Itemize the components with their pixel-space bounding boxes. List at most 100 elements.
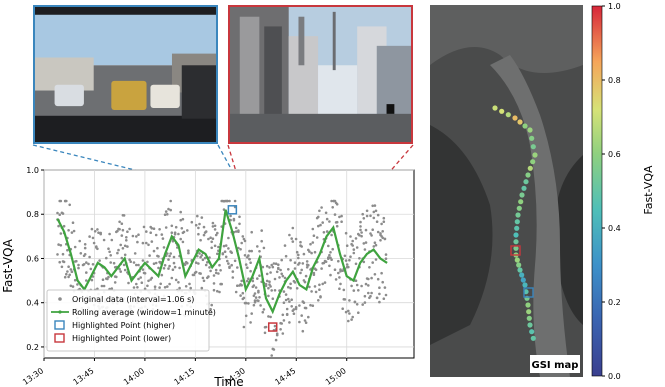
data-point: [236, 284, 239, 288]
data-point: [123, 253, 127, 257]
track-point: [530, 144, 536, 150]
data-point: [341, 307, 345, 311]
data-point: [238, 215, 241, 219]
data-point: [359, 220, 362, 224]
data-point: [220, 282, 223, 286]
data-point: [116, 229, 119, 233]
data-point: [62, 224, 66, 228]
data-point: [157, 255, 160, 258]
data-point: [129, 260, 132, 264]
data-point: [287, 268, 290, 271]
data-point: [325, 217, 329, 221]
data-point: [92, 241, 96, 245]
data-point: [209, 236, 212, 239]
data-point: [318, 209, 321, 213]
data-point: [250, 230, 253, 234]
data-point: [350, 318, 353, 321]
data-point: [283, 276, 287, 280]
data-point: [83, 243, 87, 246]
data-point: [203, 256, 207, 260]
data-point: [384, 293, 388, 297]
data-point: [252, 284, 256, 287]
data-point: [61, 252, 65, 256]
data-point: [308, 285, 311, 289]
data-point: [274, 338, 278, 342]
data-point: [166, 285, 169, 288]
data-point: [162, 246, 166, 249]
data-point: [293, 261, 297, 265]
data-point: [190, 220, 194, 224]
data-point: [249, 269, 252, 273]
track-point: [527, 322, 533, 328]
data-point: [361, 303, 365, 306]
data-point: [163, 264, 167, 267]
data-point: [118, 220, 121, 224]
data-point: [278, 276, 281, 279]
data-point: [301, 262, 305, 265]
data-point: [358, 234, 361, 237]
data-point: [381, 236, 385, 240]
data-point: [248, 257, 251, 261]
data-point: [197, 232, 200, 236]
data-point: [173, 265, 177, 269]
data-point: [177, 281, 180, 284]
data-point: [319, 223, 322, 227]
track-point: [523, 179, 529, 185]
data-point: [178, 286, 181, 290]
data-point: [382, 220, 386, 223]
data-point: [341, 269, 345, 273]
data-point: [246, 279, 249, 283]
data-point: [293, 267, 297, 270]
data-point: [85, 261, 88, 264]
data-point: [102, 238, 106, 242]
data-point: [264, 325, 268, 329]
data-point: [269, 315, 272, 319]
data-point: [200, 254, 204, 257]
data-point: [364, 241, 368, 244]
data-point: [209, 307, 212, 311]
data-point: [102, 284, 106, 288]
data-point: [238, 222, 241, 226]
data-point: [184, 285, 188, 288]
data-point: [73, 278, 77, 282]
y-tick-label: 0.2: [26, 343, 39, 352]
data-point: [359, 225, 362, 228]
data-point: [327, 256, 330, 259]
data-point: [275, 270, 279, 274]
data-point: [284, 254, 288, 258]
map-highlight-higher: [523, 287, 534, 298]
data-point: [181, 240, 185, 244]
data-point: [210, 240, 213, 244]
data-point: [214, 268, 218, 272]
data-point: [335, 224, 339, 228]
data-point: [294, 237, 298, 241]
data-point: [361, 212, 365, 216]
legend-lower-label: Highlighted Point (lower): [72, 334, 171, 343]
track-point: [530, 335, 536, 341]
data-point: [295, 287, 299, 290]
data-point: [59, 199, 63, 203]
data-point: [329, 256, 332, 260]
data-point: [171, 268, 175, 272]
data-point: [314, 290, 318, 294]
data-point: [271, 265, 275, 269]
data-point: [340, 214, 343, 218]
data-point: [300, 268, 304, 272]
data-point: [91, 236, 95, 240]
data-point: [159, 282, 162, 286]
data-point: [212, 274, 216, 277]
data-point: [197, 226, 200, 230]
data-point: [141, 268, 145, 271]
data-point: [177, 232, 180, 236]
data-point: [345, 244, 349, 247]
data-point: [110, 287, 114, 290]
data-point: [171, 239, 175, 243]
data-point: [120, 222, 124, 225]
track-point: [517, 119, 523, 125]
data-point: [69, 268, 73, 271]
data-point: [152, 227, 156, 230]
data-point: [186, 261, 189, 265]
data-point: [110, 238, 114, 242]
data-point: [211, 225, 215, 228]
colorbar: 0.0 0.2 0.4 0.6 0.8 1.0 Fast-VQA: [591, 2, 655, 381]
